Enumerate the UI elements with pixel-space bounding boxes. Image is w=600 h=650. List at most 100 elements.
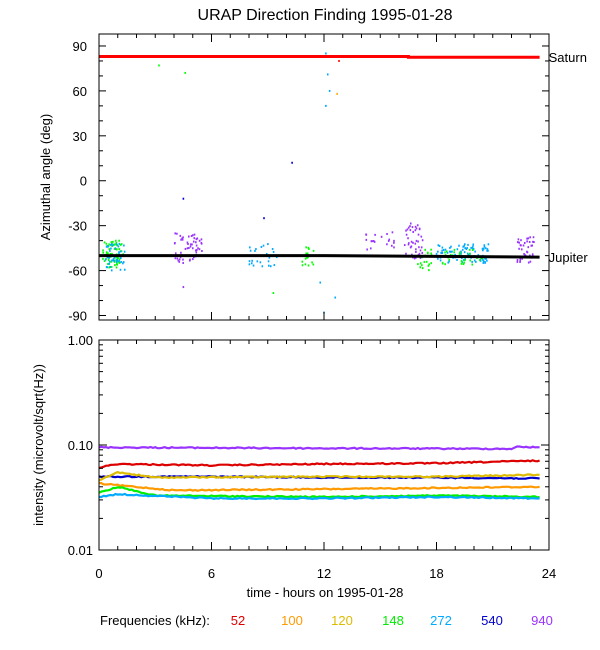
azimuth-point [256, 260, 259, 263]
azimuth-point [477, 254, 480, 257]
azimuth-point [405, 229, 407, 232]
azimuth-point [531, 254, 534, 257]
azimuth-point [420, 246, 423, 249]
azimuth-point [473, 259, 476, 262]
azimuth-point [407, 242, 410, 245]
azimuth-point [411, 226, 414, 229]
azimuth-point [113, 256, 116, 259]
azimuth-point [451, 250, 453, 253]
azimuth-point [118, 260, 120, 263]
intensity-panel: 1.00 0.10 0.010 6 12 18 24 intensity (microvol… [31, 333, 556, 600]
azimuth-point [189, 245, 192, 248]
azimuth-point [416, 224, 419, 227]
azimuth-point [458, 244, 460, 247]
azimuth-point [113, 243, 115, 246]
time-x-label: time - hours on 1995-01-28 [247, 585, 404, 600]
azimuth-point [463, 243, 466, 246]
azimuth-point [196, 237, 199, 240]
azimuth-point [521, 257, 523, 260]
azimuth-point [461, 257, 463, 260]
azimuth-point [186, 247, 189, 250]
azimuth-point [103, 241, 106, 244]
azimuth-point [486, 248, 489, 251]
azimuth-point [186, 241, 189, 244]
legend-entry-120: 120 [331, 613, 353, 628]
azimuth-point [454, 253, 457, 256]
azimuth-point [421, 267, 424, 270]
azimuth-point [193, 237, 196, 240]
azimuth-point [113, 260, 116, 263]
azimuth-point [482, 259, 485, 262]
azimuth-point [486, 249, 488, 252]
azimuth-point [174, 241, 176, 244]
legend-entry-52: 52 [231, 613, 245, 628]
azimuth-point [111, 259, 113, 262]
azimuth-point [108, 243, 110, 246]
azimuth-point [118, 239, 120, 242]
legend-title: Frequencies (kHz): [100, 613, 210, 628]
azimuth-point [192, 240, 195, 243]
azimuth-point [103, 260, 106, 263]
azimuth-point [407, 237, 409, 240]
reference-label-jupiter: Jupiter [549, 250, 589, 265]
azimuth-point [391, 244, 393, 247]
azimuth-point [252, 264, 255, 267]
azimuth-point [442, 248, 445, 251]
azimuth-point [119, 268, 122, 271]
azimuth-point [516, 241, 519, 244]
azimuth-point [250, 262, 253, 265]
azimuth-point [112, 244, 114, 247]
azimuth-point [418, 227, 421, 230]
azimuth-point [195, 241, 197, 244]
legend-entry-100: 100 [281, 613, 303, 628]
azimuth-point [421, 264, 423, 267]
azimuth-point [437, 250, 439, 253]
intensity-panel-frame [98, 339, 550, 551]
azimuth-point [119, 250, 122, 253]
azimuth-point [417, 240, 419, 243]
azimuth-point [248, 246, 251, 249]
azimuth-point [118, 248, 121, 251]
azimuth-point [527, 261, 530, 264]
azimuth-point [176, 257, 179, 260]
azimuth-point [418, 246, 420, 249]
azimuth-point [102, 249, 104, 252]
azimuth-point [450, 245, 452, 248]
azimuth-outlier-point [182, 197, 185, 200]
azimuth-point [301, 264, 304, 267]
azimuth-point [526, 240, 528, 243]
y-tick-label: 90 [73, 39, 87, 54]
azimuth-point [484, 261, 486, 264]
azimuth-point [519, 260, 522, 263]
azimuth-point [423, 260, 426, 263]
legend-entry-540: 540 [481, 613, 503, 628]
azimuth-point [179, 234, 182, 237]
azimuth-point [268, 264, 270, 267]
azimuth-point [178, 260, 181, 263]
azimuth-point [118, 252, 120, 255]
azimuth-point [474, 250, 476, 253]
azimuth-point [483, 244, 486, 247]
azimuth-point [272, 250, 275, 253]
azimuth-point [123, 250, 126, 253]
azimuth-point [106, 252, 108, 255]
azimuth-point [107, 245, 109, 248]
azimuth-point [191, 247, 194, 250]
azimuth-point [109, 249, 111, 252]
azimuth-point [108, 266, 110, 269]
azimuth-point [415, 248, 417, 251]
azimuth-point [120, 243, 123, 246]
series-line-52 [98, 459, 540, 469]
azimuth-point [115, 241, 118, 244]
y-tick-label: -30 [68, 219, 87, 234]
y-tick-label: 0.01 [68, 543, 93, 558]
azimuth-point [532, 240, 534, 243]
azimuth-point [200, 242, 203, 245]
azimuth-point [430, 262, 433, 265]
azimuth-point [479, 258, 482, 261]
frequency-legend: Frequencies (kHz): 52 100 120 148 272 540 940 [100, 613, 553, 628]
azimuth-point [187, 243, 189, 246]
azimuth-point [447, 261, 450, 264]
azimuth-point [461, 248, 464, 251]
